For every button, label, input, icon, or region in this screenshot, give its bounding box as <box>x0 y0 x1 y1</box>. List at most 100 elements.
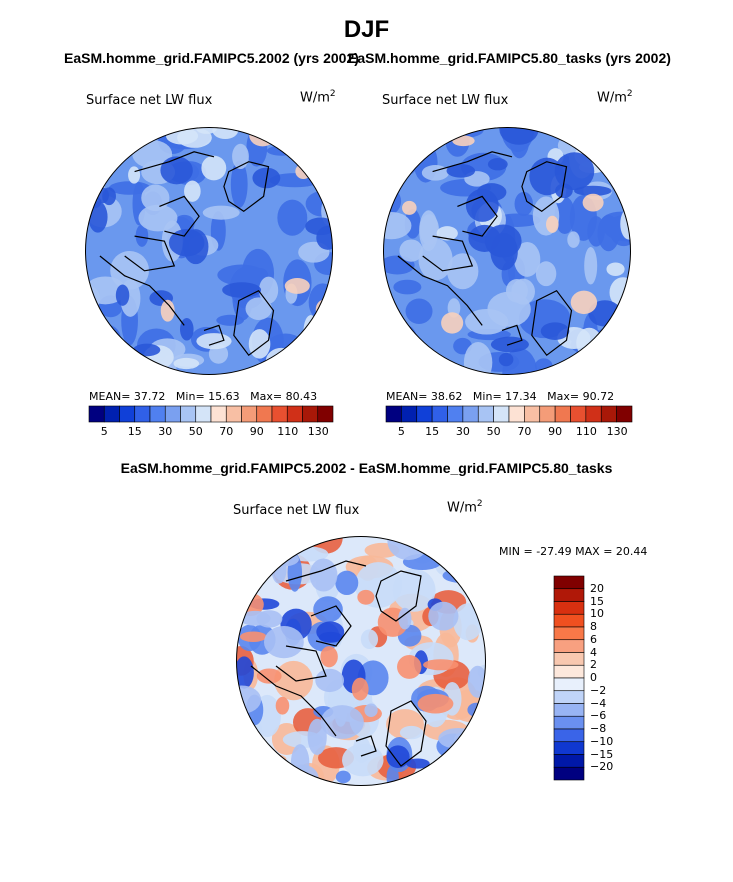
colorbar-swatch <box>553 766 585 781</box>
panel3-polar-map <box>236 536 486 786</box>
coastline <box>233 289 275 357</box>
panel2-units: W/m2 <box>597 89 633 106</box>
field-blob <box>309 558 338 592</box>
panel3-variable-label: Surface net LW flux <box>233 503 360 518</box>
field-blob <box>467 665 486 698</box>
colorbar-swatch <box>256 405 273 423</box>
field-blob <box>110 250 150 290</box>
field-blob <box>85 338 109 375</box>
field-blob <box>236 721 255 749</box>
field-blob <box>256 610 283 628</box>
panel3-colorbar <box>553 575 585 781</box>
coastline <box>375 570 422 622</box>
field-blob <box>248 762 277 778</box>
colorbar-tick-label: 20 <box>590 581 604 595</box>
field-blob <box>546 215 559 233</box>
coastline <box>310 605 352 647</box>
panel2-variable-label: Surface net LW flux <box>382 93 509 108</box>
field-blob <box>470 567 486 581</box>
colorbar-tick-label: 15 <box>590 594 604 608</box>
panel2-polar-map <box>383 127 631 375</box>
field-blob <box>269 361 298 375</box>
field-blob <box>86 151 102 183</box>
field-blob <box>315 668 345 693</box>
colorbar-tick-label: −10 <box>590 734 614 748</box>
field-blob <box>274 660 313 701</box>
field-blob <box>397 654 422 679</box>
colorbar-tick-label: 70 <box>517 425 532 438</box>
field-blob <box>419 210 439 252</box>
colorbar-swatch <box>462 405 479 423</box>
field-blob <box>498 352 514 367</box>
field-blob <box>320 646 338 668</box>
colorbar-swatch <box>553 754 585 768</box>
field-blob <box>383 185 402 217</box>
field-blob <box>202 205 240 220</box>
field-blob <box>574 185 612 197</box>
field-blob <box>307 718 327 756</box>
field-blob <box>441 312 464 334</box>
field-blob <box>423 659 459 671</box>
field-blob <box>535 261 557 287</box>
field-blob <box>433 765 461 782</box>
field-blob <box>85 146 107 164</box>
colorbar-swatch <box>570 405 587 423</box>
colorbar-swatch <box>317 405 334 423</box>
colorbar-tick-label: 110 <box>277 425 299 438</box>
field-blob <box>258 276 279 304</box>
field-blob <box>284 278 310 294</box>
colorbar-swatch <box>149 405 166 423</box>
colorbar-tick-label: 50 <box>188 425 203 438</box>
field-blob <box>394 325 420 375</box>
colorbar-tick-label: −15 <box>590 747 614 761</box>
map-field <box>236 536 486 786</box>
field-blob <box>487 158 508 171</box>
colorbar-swatch <box>210 405 227 423</box>
field-blob <box>230 160 248 208</box>
coastline <box>134 151 215 173</box>
colorbar-swatch <box>286 405 303 423</box>
field-blob <box>364 703 378 717</box>
panel1-colorbar <box>88 405 334 423</box>
field-blob <box>128 166 141 184</box>
field-blob <box>352 735 371 763</box>
colorbar-swatch <box>539 405 556 423</box>
panel2-colorbar-labels: 5 15 30 50 70 90 110 130 <box>386 425 632 439</box>
colorbar-swatch <box>553 715 585 730</box>
field-blob <box>316 225 333 250</box>
colorbar-swatch <box>302 405 319 423</box>
field-blob <box>222 282 262 298</box>
field-blob <box>271 556 287 584</box>
panel1-units: W/m2 <box>300 89 336 106</box>
field-blob <box>357 589 375 605</box>
field-blob <box>360 629 379 650</box>
colorbar-tick-label: −6 <box>590 709 607 723</box>
colorbar-swatch <box>553 677 585 692</box>
field-blob <box>85 127 102 142</box>
panel3-units: W/m2 <box>447 499 483 516</box>
panel1-colorbar-labels: 5 15 30 50 70 90 110 130 <box>89 425 333 439</box>
field-blob <box>446 164 476 178</box>
colorbar-swatch <box>493 405 510 423</box>
field-blob <box>393 279 422 295</box>
colorbar-swatch <box>241 405 258 423</box>
colorbar-swatch <box>600 405 617 423</box>
field-blob <box>277 199 308 236</box>
colorbar-swatch <box>225 405 242 423</box>
colorbar-swatch <box>553 613 585 628</box>
colorbar-swatch <box>416 405 433 423</box>
panel1-polar-map <box>85 127 333 375</box>
colorbar-tick-label: 70 <box>219 425 234 438</box>
field-blob <box>308 283 333 321</box>
coastline <box>285 560 367 582</box>
coastline <box>432 151 513 173</box>
map-boundary <box>85 127 333 375</box>
coastline <box>385 700 427 767</box>
colorbar-swatch <box>180 405 197 423</box>
field-blob <box>240 631 267 642</box>
field-blob <box>173 357 200 370</box>
field-blob <box>405 298 433 325</box>
colorbar-swatch <box>553 664 585 679</box>
coastline <box>203 324 225 346</box>
field-blob <box>606 262 625 276</box>
